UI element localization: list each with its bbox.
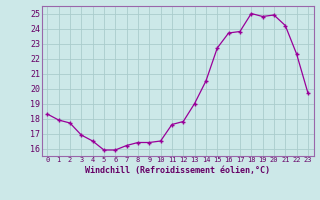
X-axis label: Windchill (Refroidissement éolien,°C): Windchill (Refroidissement éolien,°C) xyxy=(85,166,270,175)
